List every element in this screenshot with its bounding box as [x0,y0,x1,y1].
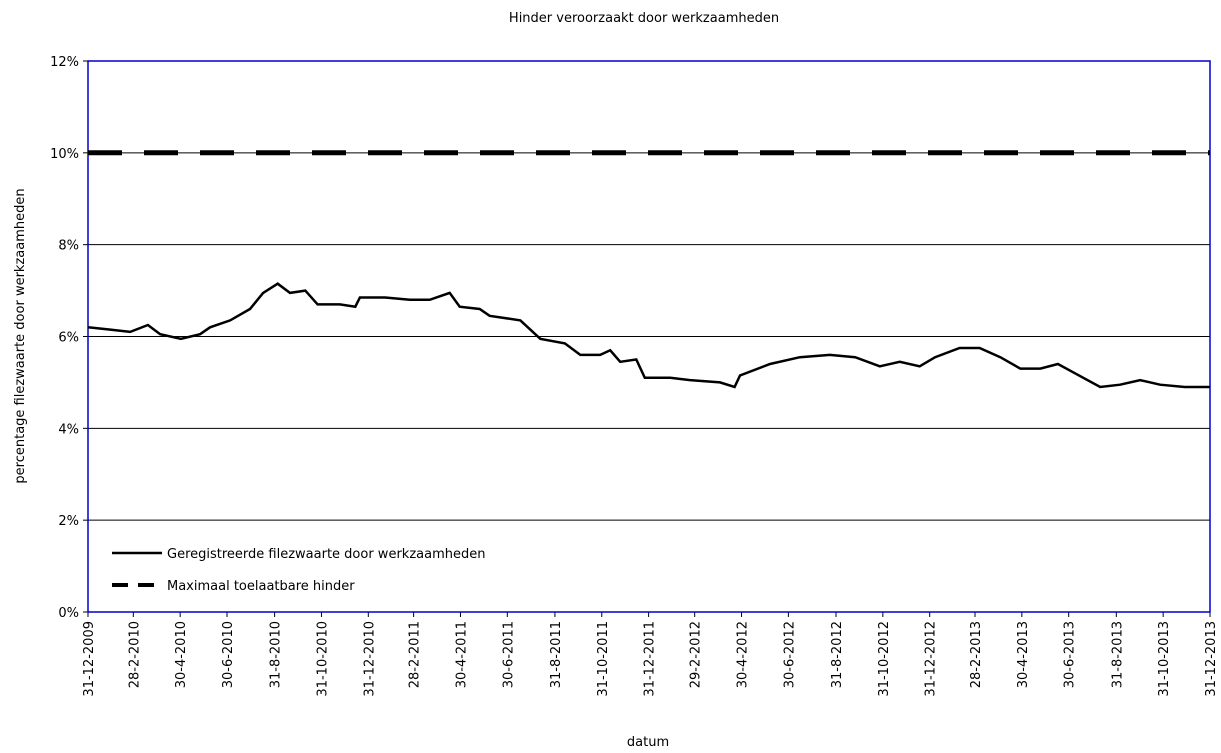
y-tick-label: 8% [58,239,79,254]
y-tick-label: 12% [50,55,79,70]
x-tick-label: 30-4-2013 [1016,621,1031,688]
legend-label: Geregistreerde filezwaarte door werkzaam… [167,547,485,562]
x-tick-label: 31-8-2010 [269,621,284,688]
x-tick-label: 30-4-2011 [454,621,469,688]
x-tick-label: 31-12-2012 [924,621,939,697]
y-tick-label: 4% [58,422,79,437]
y-tick-label: 10% [50,147,79,162]
x-tick-label: 31-8-2012 [830,621,845,688]
x-tick-label: 30-6-2011 [501,621,516,688]
series-line [87,282,1210,389]
x-tick-label: 31-12-2013 [1204,621,1219,697]
x-tick-label: 31-8-2013 [1110,621,1125,688]
x-axis-label: datum [627,735,669,750]
x-tick-label: 28-2-2010 [127,621,142,688]
x-tick-label: 30-6-2012 [782,621,797,688]
x-tick-label: 31-12-2011 [643,621,658,697]
chart-title: Hinder veroorzaakt door werkzaamheden [509,11,779,26]
x-tick-label: 29-2-2012 [689,621,704,688]
x-tick-label: 31-10-2011 [596,621,611,697]
y-tick-label: 6% [58,331,79,346]
x-tick-label: 30-4-2010 [174,621,189,688]
x-tick-label: 28-2-2011 [408,621,423,688]
y-tick-label: 2% [58,514,79,529]
x-tick-label: 31-10-2013 [1157,621,1172,697]
plot-border [87,60,1211,613]
x-tick-label: 30-6-2010 [221,621,236,688]
x-tick-label: 28-2-2013 [969,621,984,688]
x-tick-label: 31-8-2011 [549,621,564,688]
x-tick-label: 30-6-2013 [1063,621,1078,688]
x-tick-label: 31-12-2010 [362,621,377,697]
legend-label: Maximaal toelaatbare hinder [167,579,355,594]
x-tick-label: 31-10-2010 [315,621,330,697]
x-tick-label: 31-10-2012 [877,621,892,697]
y-axis-label: percentage filezwaarte door werkzaamhede… [13,188,28,483]
x-tick-label: 31-12-2009 [82,621,97,697]
y-tick-label: 0% [58,606,79,621]
x-tick-label: 30-4-2012 [736,621,751,688]
